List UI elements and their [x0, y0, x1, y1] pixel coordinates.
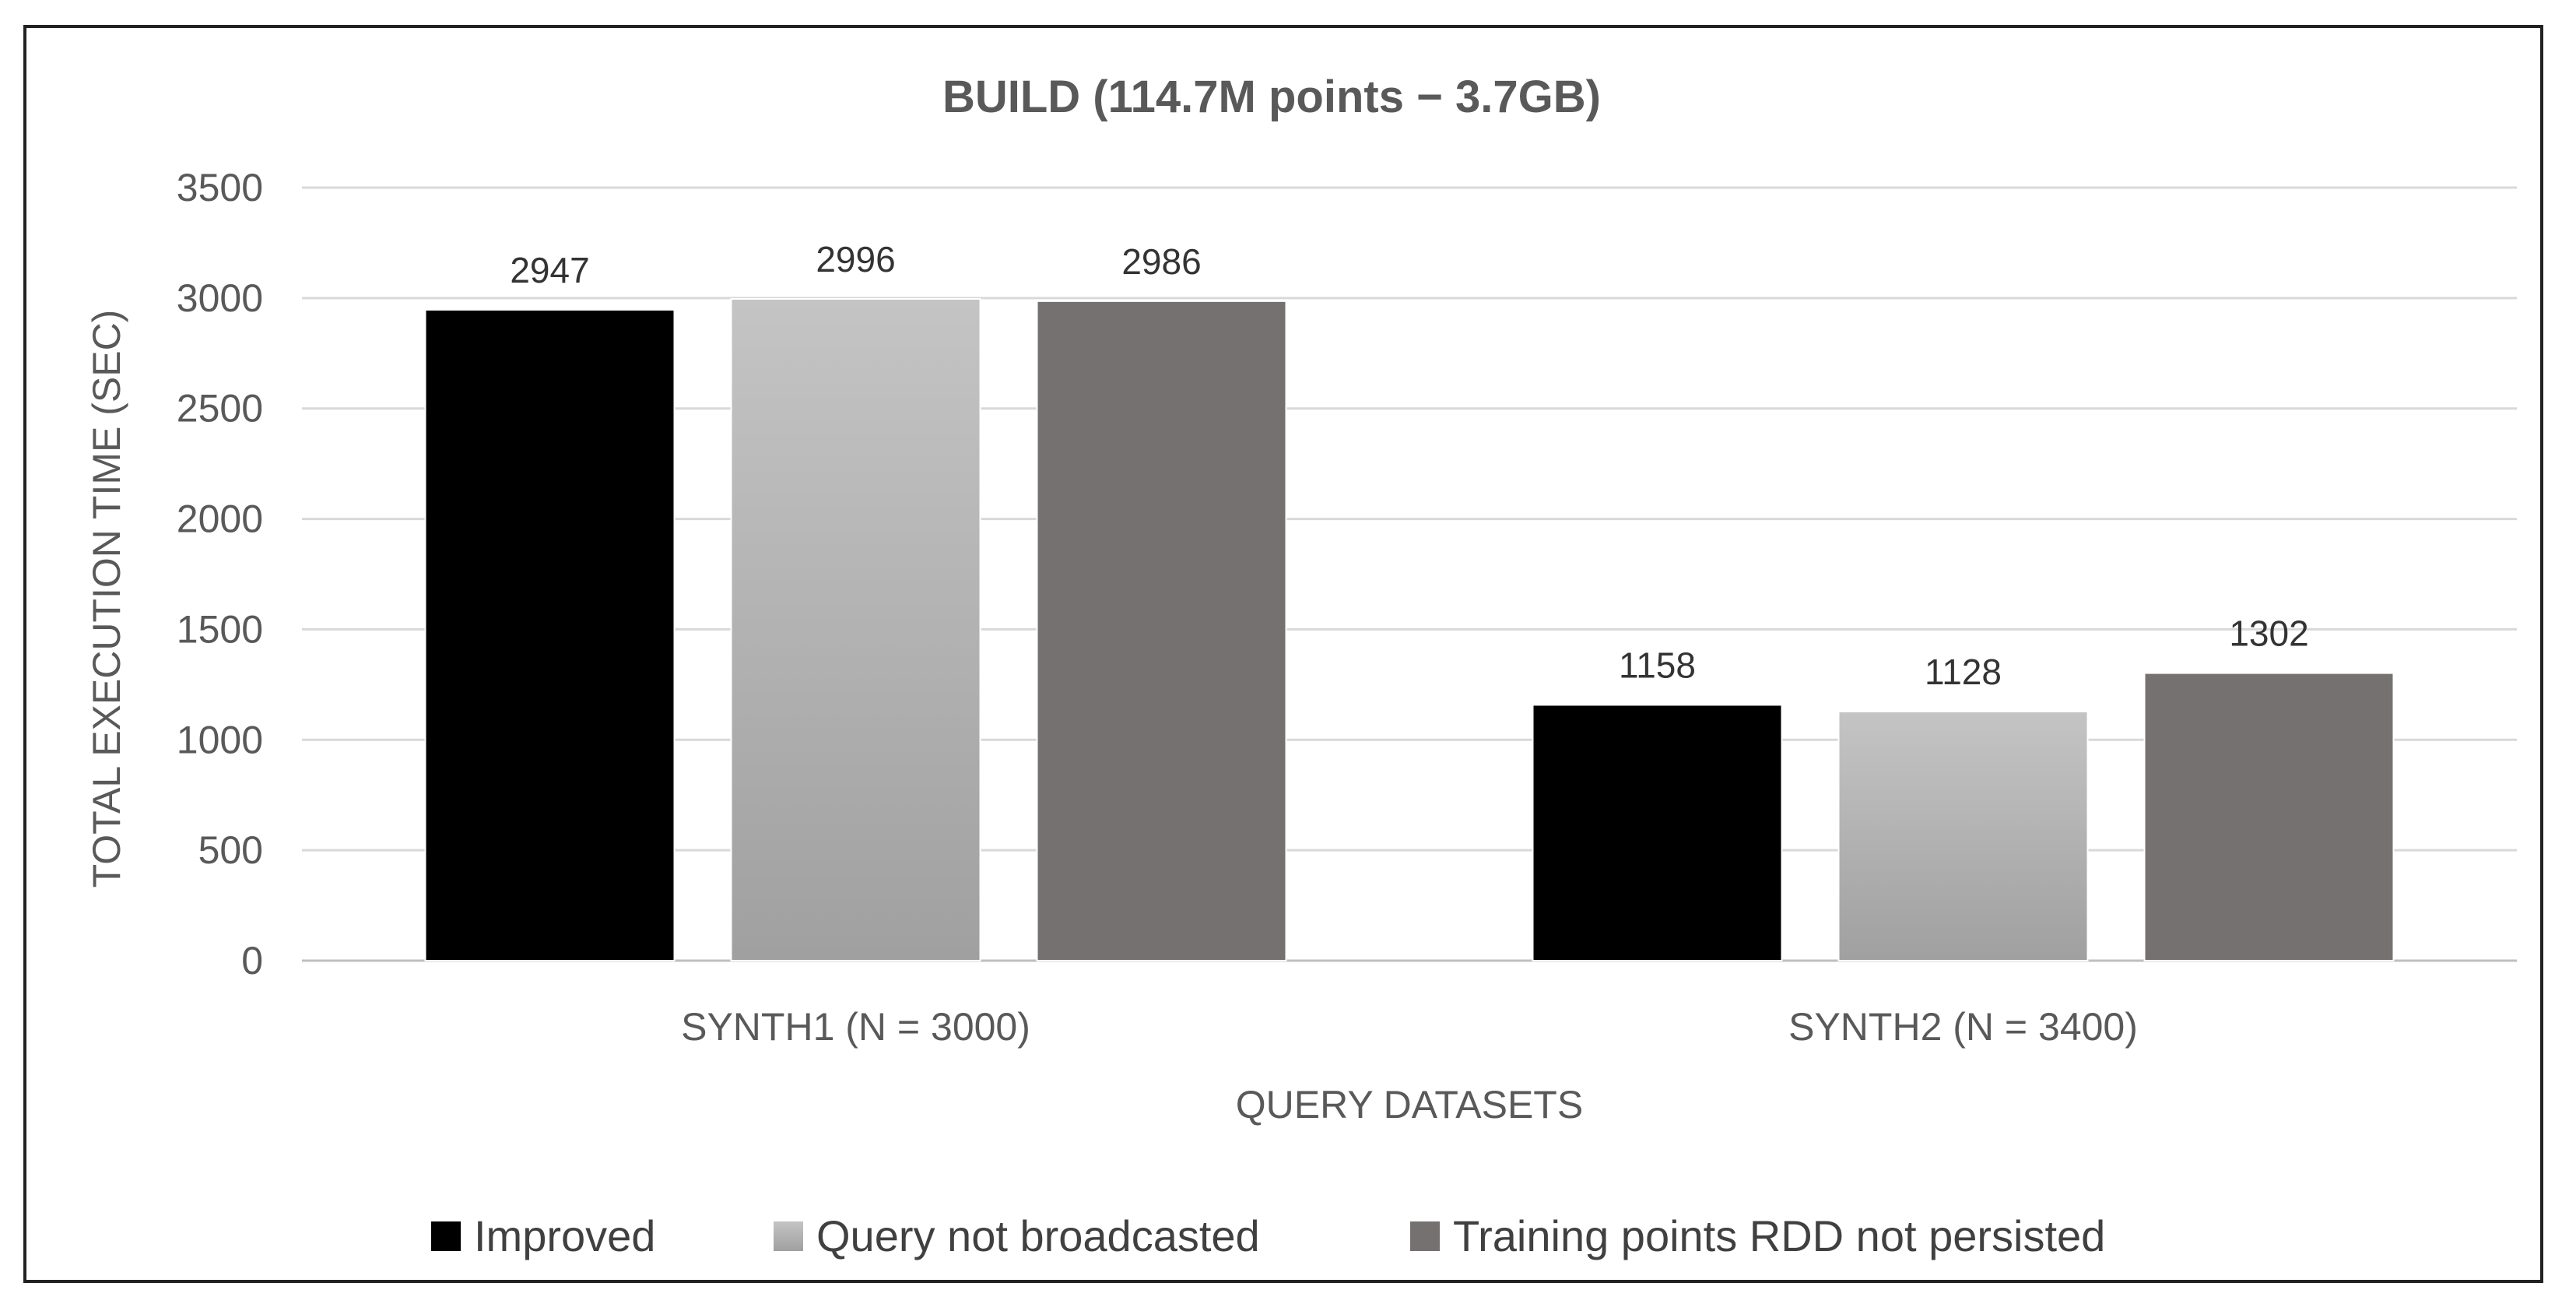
x-tick-label: SYNTH2 (N = 3400) — [1788, 1005, 2138, 1049]
bar-improved-2 — [1532, 704, 1783, 961]
bars — [424, 297, 2395, 962]
legend-label: Improved — [474, 1211, 655, 1260]
legend-label: Query not broadcasted — [816, 1211, 1260, 1260]
data-label: 2947 — [510, 250, 589, 290]
legend-swatch — [774, 1221, 803, 1251]
y-tick-label: 3000 — [177, 276, 263, 320]
data-label: 1158 — [1619, 645, 1696, 685]
data-label: 1302 — [2229, 613, 2308, 654]
data-labels: 2947 2996 2986 1158 1128 1302 — [510, 239, 2308, 692]
y-tick-label: 2500 — [177, 387, 263, 431]
x-axis-ticks: SYNTH1 (N = 3000) SYNTH2 (N = 3400) — [681, 1005, 2138, 1049]
bar-improved-1 — [424, 308, 676, 962]
y-tick-label: 1000 — [177, 718, 263, 761]
bar-query-not-broadcasted-2 — [1837, 710, 2089, 961]
x-tick-label: SYNTH1 (N = 3000) — [681, 1005, 1030, 1049]
legend-item: Query not broadcasted — [774, 1211, 1260, 1260]
y-tick-label: 0 — [241, 939, 263, 982]
data-label: 1128 — [1925, 652, 2002, 692]
bar-query-not-broadcasted-1 — [730, 297, 981, 961]
y-axis-title: TOTAL EXECUTION TIME (SEC) — [85, 310, 128, 888]
chart-frame: BUILD (114.7M points − 3.7GB) 0 500 1000 15… — [23, 25, 2543, 1283]
legend-item: Training points RDD not persisted — [1410, 1211, 2105, 1260]
legend-swatch — [431, 1221, 461, 1251]
y-tick-label: 3500 — [177, 166, 263, 209]
chart-svg: BUILD (114.7M points − 3.7GB) 0 500 1000 15… — [85, 72, 2517, 1260]
y-axis-ticks: 0 500 1000 1500 2000 2500 3000 3500 — [177, 166, 263, 982]
y-tick-label: 500 — [198, 828, 263, 872]
x-axis-title: QUERY DATASETS — [1236, 1083, 1583, 1126]
legend-item: Improved — [431, 1211, 655, 1260]
legend-label: Training points RDD not persisted — [1453, 1211, 2105, 1260]
y-tick-label: 1500 — [177, 607, 263, 651]
legend-swatch — [1410, 1221, 1440, 1251]
data-label: 2996 — [816, 239, 895, 279]
data-label: 2986 — [1121, 241, 1201, 282]
bar-training-points-rdd-not-persisted-1 — [1036, 300, 1287, 961]
legend: Improved Query not broadcasted Training po… — [431, 1211, 2105, 1260]
y-tick-label: 2000 — [177, 497, 263, 541]
bar-training-points-rdd-not-persisted-2 — [2143, 672, 2395, 961]
chart-title: BUILD (114.7M points − 3.7GB) — [942, 72, 1601, 122]
